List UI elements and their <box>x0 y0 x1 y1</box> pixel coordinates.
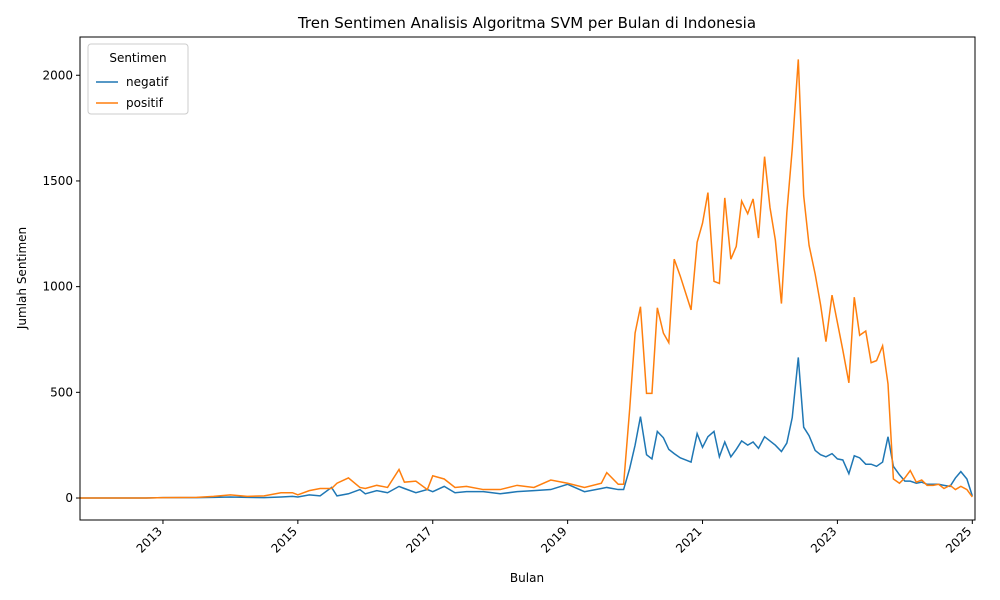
legend-label: negatif <box>126 75 169 89</box>
plot-frame <box>79 36 976 521</box>
y-tick-label: 1500 <box>42 174 73 188</box>
legend-title: Sentimen <box>109 51 166 65</box>
x-tick-label: 2015 <box>268 524 299 555</box>
chart-title: Tren Sentimen Analisis Algoritma SVM per… <box>297 14 756 32</box>
legend-box <box>87 43 189 115</box>
x-tick-label: 2013 <box>134 524 165 555</box>
y-tick-label: 0 <box>65 491 73 505</box>
x-tick-label: 2017 <box>403 524 434 555</box>
x-tick-label: 2025 <box>943 524 974 555</box>
legend-label: positif <box>126 96 164 110</box>
y-axis-label: Jumlah Sentimen <box>15 227 29 330</box>
x-axis-label: Bulan <box>510 571 544 585</box>
x-tick-label: 2021 <box>673 524 704 555</box>
x-tick-label: 2019 <box>538 524 569 555</box>
x-tick-label: 2023 <box>808 524 839 555</box>
series-line <box>78 59 973 499</box>
series-line <box>78 357 974 499</box>
y-tick-label: 2000 <box>42 68 73 82</box>
y-tick-label: 1000 <box>42 280 73 294</box>
y-tick-label: 500 <box>50 385 73 399</box>
